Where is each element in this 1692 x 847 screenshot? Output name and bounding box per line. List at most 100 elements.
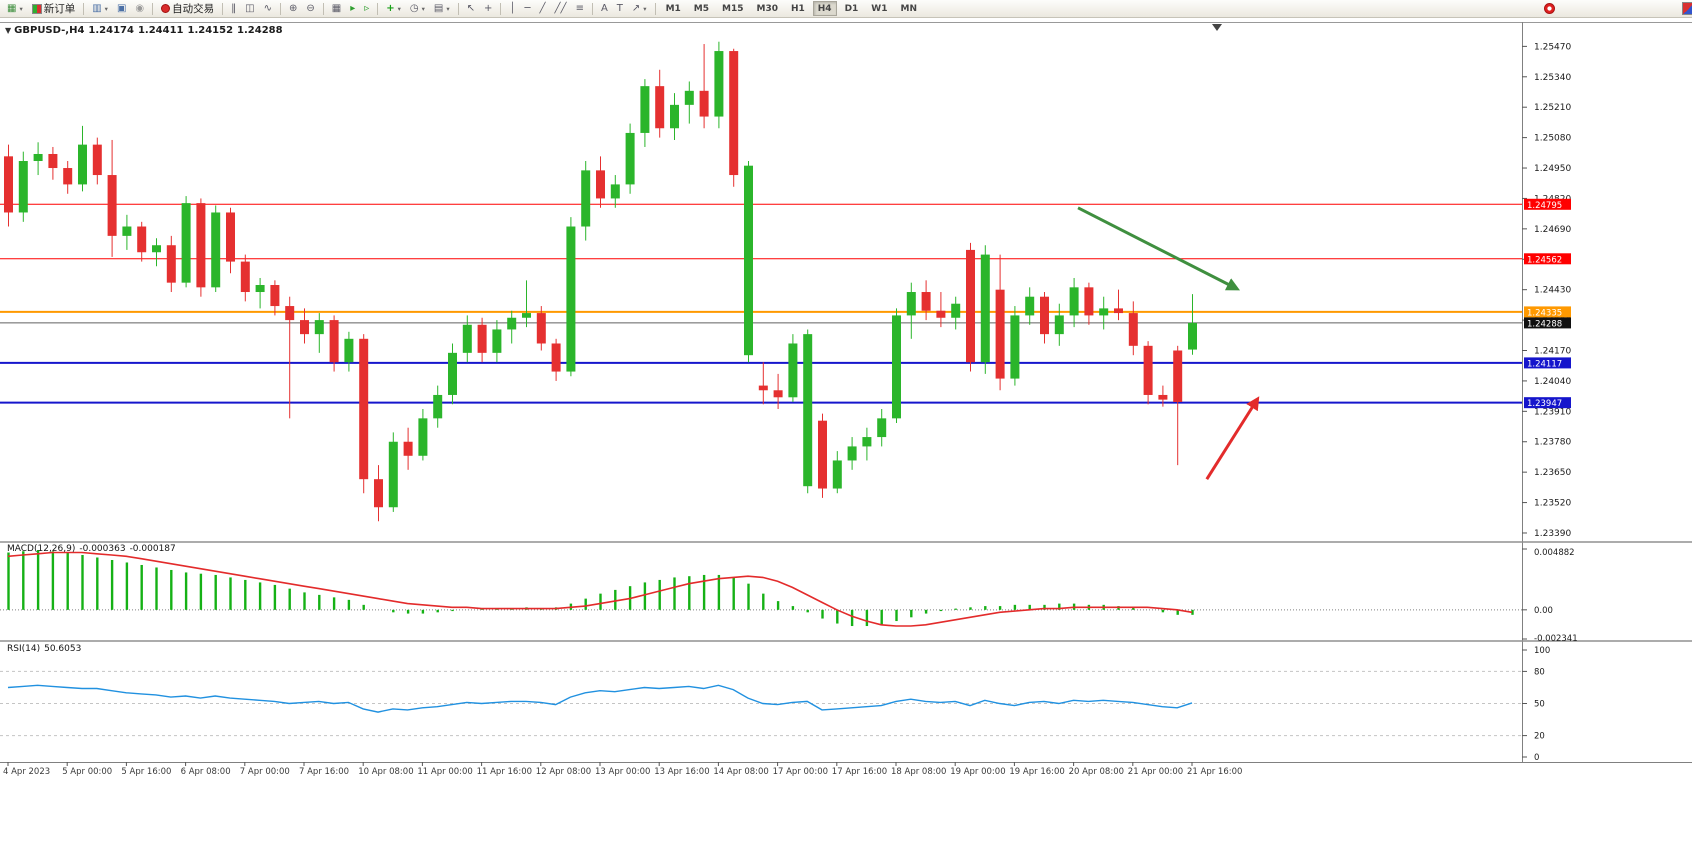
candle [640,79,650,147]
date-tick-label: 5 Apr 00:00 [62,767,112,777]
rsi-line [7,684,1193,713]
templates-button[interactable]: ▤ ▾ [430,1,454,17]
horizontal-line-button[interactable]: ─ [520,1,534,17]
date-tick-label: 17 Apr 16:00 [832,767,887,777]
candle [1173,345,1183,466]
date-tick-label: 13 Apr 16:00 [654,767,709,777]
time-axis[interactable] [0,762,1692,766]
profiles-button[interactable]: ▥ ▾ [88,1,112,17]
candle [1069,277,1079,328]
autotrade-button[interactable]: 自动交易 [157,1,218,17]
candlestick-button[interactable]: ◫ [241,1,258,17]
new-order-button[interactable]: 新订单 [28,1,80,17]
timeframe-D1[interactable]: D1 [844,4,859,14]
zoom-out-button[interactable]: ⊖ [302,1,318,17]
new-chart-icon: ▦ [7,2,17,14]
cursor-button[interactable]: ↖ [463,1,479,17]
label-icon: T [616,2,623,14]
candle [818,413,827,498]
candle [1143,341,1153,405]
timeframe-H1[interactable]: H1 [790,4,805,14]
candle [329,315,339,372]
price-tick-label: 1.23780 [1534,438,1571,448]
sounds-button[interactable]: ◉ [131,1,148,17]
timeframe-MN[interactable]: MN [900,4,918,14]
label-button[interactable]: T [613,1,627,17]
chart-shift-marker-icon[interactable] [1212,24,1222,31]
candle [684,81,694,124]
symbol-menu-icon[interactable]: ▼ [5,26,12,35]
zoom-in-button[interactable]: ⊕ [285,1,301,17]
candle [551,338,561,381]
price-line-label-text: 1.24562 [1527,255,1562,265]
price-tick-label: 1.23910 [1534,407,1571,417]
high-value: 1.24411 [137,25,184,36]
timeframe-H4[interactable]: H4 [812,1,837,16]
toolbar-separator [152,2,154,15]
macd-tick-label: 0.004882 [1534,548,1575,558]
candle [625,123,635,194]
candle [33,142,43,176]
tile-windows-button[interactable]: ▦ [328,1,345,17]
auto-scroll-button[interactable]: ▸ [346,1,359,17]
toolbar-separator [222,2,224,15]
candle [1188,294,1197,355]
rsi-tick-label: 100 [1534,646,1550,656]
trendline-button[interactable]: ╱ [535,1,549,17]
timeframe-M5[interactable]: M5 [693,4,709,14]
text-button[interactable]: A [597,1,612,17]
date-tick-label: 7 Apr 16:00 [299,767,349,777]
timeframe-M30[interactable]: M30 [756,4,778,14]
toolbar-separator [591,2,593,15]
arrows-button[interactable]: ↗ ▾ [628,1,651,17]
candle [477,317,487,363]
bar-chart-icon: ‖ [231,2,237,14]
alert-icon[interactable] [1544,3,1555,14]
candle [773,373,783,409]
candle [122,214,132,250]
bar-chart-button[interactable]: ‖ [227,1,240,17]
candle [921,280,931,321]
indicators-button[interactable]: + ▾ [382,1,405,17]
macd-tick-label: 0.00 [1534,606,1553,616]
candle [403,427,413,470]
fibonacci-button[interactable]: ≡ [572,1,588,17]
dropdown-caret-icon: ▾ [397,4,401,13]
line-chart-icon: ∿ [263,2,272,14]
crosshair-button[interactable]: + [480,1,496,17]
timeframe-M15[interactable]: M15 [722,4,744,14]
chart-plot-area[interactable] [0,22,1522,540]
downtrend-arrow[interactable] [1077,206,1241,291]
candle [1099,296,1109,330]
candle [832,451,842,494]
date-tick-label: 7 Apr 00:00 [240,767,290,777]
candle [596,156,605,208]
vertical-line-button[interactable]: │ [505,1,519,17]
rsi-tick-label: 50 [1534,700,1545,710]
candle [758,362,768,405]
new-chart-button[interactable]: ▦ ▾ [3,1,27,17]
price-tick-label: 1.23520 [1534,499,1571,509]
candle [906,282,916,339]
upturn-arrow[interactable] [1205,396,1260,480]
timeframe-W1[interactable]: W1 [871,4,888,14]
charts-button[interactable]: ▣ [113,1,130,17]
date-tick-label: 21 Apr 16:00 [1187,767,1242,777]
channel-button[interactable]: ╱╱ [551,1,571,17]
price-line-label-text: 1.24288 [1527,319,1562,329]
horizontal-lines [0,203,1522,404]
periods-button[interactable]: ◷ ▾ [406,1,429,17]
toolbar-separator [322,2,324,15]
autotrade-icon [161,4,171,13]
candle [1114,289,1123,321]
line-chart-button[interactable]: ∿ [260,1,276,17]
candle [1040,292,1049,344]
date-tick-label: 17 Apr 00:00 [773,767,828,777]
chart-shift-button[interactable]: ▹ [360,1,373,17]
candle [285,296,295,419]
timeframe-M1[interactable]: M1 [665,4,681,14]
candle [1054,303,1064,346]
candle [270,280,280,316]
candle [610,175,620,208]
price-line-label-text: 1.23947 [1527,399,1562,409]
